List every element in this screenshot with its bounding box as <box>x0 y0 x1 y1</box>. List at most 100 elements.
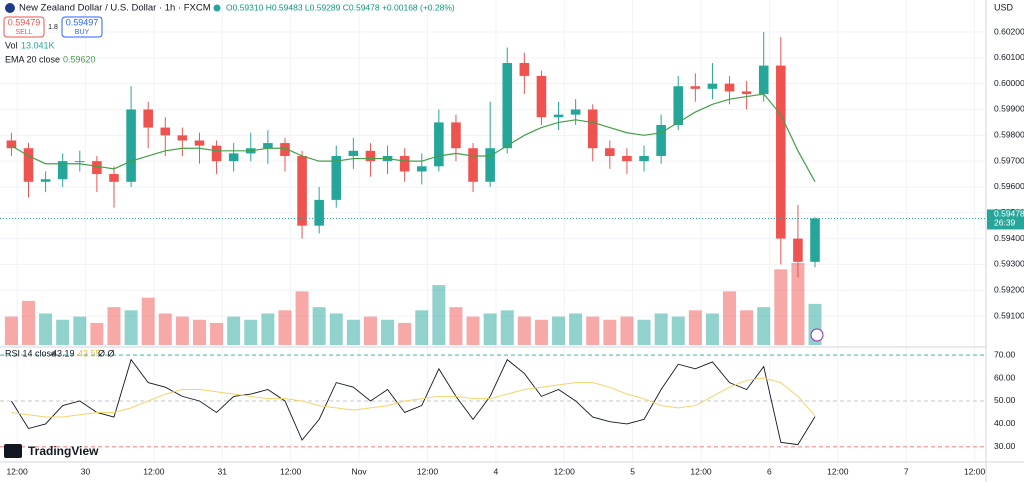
volume-bar <box>432 285 446 345</box>
x-tick-label: 12:00 <box>417 466 439 476</box>
volume-bar <box>603 319 617 345</box>
candle-body <box>810 218 820 262</box>
volume-bar <box>107 307 121 345</box>
x-tick-label: 12:00 <box>964 466 986 476</box>
rsi-tick-label: 70.00 <box>994 349 1016 359</box>
candle-body <box>57 161 68 180</box>
volume-legend: Vol <box>5 40 18 50</box>
x-tick-label: 12:00 <box>6 466 28 476</box>
volume-bar <box>398 322 412 345</box>
candle-body <box>263 143 273 149</box>
volume-bar <box>158 313 172 345</box>
x-tick-label: 30 <box>81 466 91 476</box>
ema-value: 0.59620 <box>63 54 96 64</box>
candle-body <box>502 63 513 149</box>
sell-button[interactable] <box>3 16 45 38</box>
candle-body <box>314 199 324 226</box>
candle-body <box>211 145 222 162</box>
candle-body <box>365 150 376 162</box>
candle-body <box>741 91 752 94</box>
rsi-legend: RSI 14 close <box>5 348 56 358</box>
candle-body <box>23 148 34 182</box>
volume-bar <box>449 307 463 345</box>
x-tick-label: 4 <box>493 466 498 476</box>
candle-body <box>793 238 803 262</box>
rsi-ma-value: 43.55 <box>78 348 101 358</box>
status-dot <box>213 4 221 12</box>
candle-body <box>177 135 188 141</box>
symbol-icon <box>5 3 15 13</box>
x-tick-label: Nov <box>352 466 368 476</box>
volume-bar <box>723 291 737 345</box>
volume-bar <box>227 316 241 345</box>
candle-body <box>605 148 615 156</box>
volume-bar <box>192 319 206 345</box>
candle-body <box>399 155 410 172</box>
last-price-box <box>987 209 1024 230</box>
volume-bar <box>671 316 685 345</box>
x-tick-label: 7 <box>904 466 909 476</box>
ema-legend: EMA 20 close <box>5 54 60 64</box>
brand-logo <box>4 444 22 458</box>
y-tick-label: 0.59700 <box>994 155 1024 165</box>
volume-bar <box>141 297 155 345</box>
candle-body <box>758 65 769 94</box>
rsi-extra: Ø Ø <box>98 348 115 358</box>
candle-body <box>622 155 632 162</box>
y-tick-label: 0.59600 <box>994 181 1024 191</box>
rsi-tick-label: 30.00 <box>994 441 1016 451</box>
y-tick-label: 0.59900 <box>994 104 1024 114</box>
candle-body <box>109 174 119 182</box>
candle-body <box>468 148 478 182</box>
volume-bar <box>774 269 788 345</box>
volume-bar <box>363 316 377 345</box>
rsi-tick-label: 60.00 <box>994 372 1016 382</box>
buy-price: 0.59497 <box>66 17 99 27</box>
y-tick-label: 0.60200 <box>994 26 1024 36</box>
candle-body <box>434 122 444 167</box>
volume-bar <box>210 322 224 345</box>
candle-body <box>194 140 205 146</box>
candle-body <box>143 109 153 128</box>
volume-bar <box>56 319 70 345</box>
y-tick-label: 0.59200 <box>994 285 1024 295</box>
candle-body <box>416 166 427 172</box>
buy-button[interactable] <box>61 16 103 38</box>
candle-body <box>570 109 581 115</box>
volume-bar <box>312 307 326 345</box>
volume-bar <box>295 291 309 345</box>
volume-bar <box>466 316 480 345</box>
volume-bar <box>740 310 754 345</box>
candle-body <box>280 143 290 156</box>
event-icon[interactable] <box>810 328 824 342</box>
candle-body <box>331 155 342 200</box>
volume-bar <box>637 319 651 345</box>
x-tick-label: 31 <box>218 466 228 476</box>
volume-bar <box>552 316 566 345</box>
volume-bar <box>329 313 343 345</box>
candle-body <box>451 122 461 149</box>
currency: USD <box>994 2 1014 12</box>
candle-body <box>6 140 17 149</box>
symbol-title: New Zealand Dollar / U.S. Dollar · 1h · … <box>19 3 211 14</box>
y-tick-label: 0.60000 <box>994 78 1024 88</box>
volume-bar <box>757 307 771 345</box>
candle-body <box>536 75 547 118</box>
candle-body <box>673 86 684 125</box>
last-price-label: 0.59478 <box>994 209 1024 219</box>
candle-body <box>587 109 598 149</box>
volume-bar <box>534 319 548 345</box>
volume-bar <box>21 300 35 345</box>
x-tick-label: 12:00 <box>554 466 576 476</box>
x-tick-label: 12:00 <box>827 466 849 476</box>
x-tick-label: 5 <box>630 466 635 476</box>
rsi-tick-label: 50.00 <box>994 395 1016 405</box>
candle-body <box>75 161 85 163</box>
y-tick-label: 0.59300 <box>994 259 1024 269</box>
candle-body <box>126 109 136 182</box>
volume-bar <box>569 313 583 345</box>
countdown: 26:39 <box>994 218 1016 228</box>
volume-bar <box>620 316 634 345</box>
candle-body <box>656 124 666 156</box>
rsi-tick-label: 40.00 <box>994 418 1016 428</box>
